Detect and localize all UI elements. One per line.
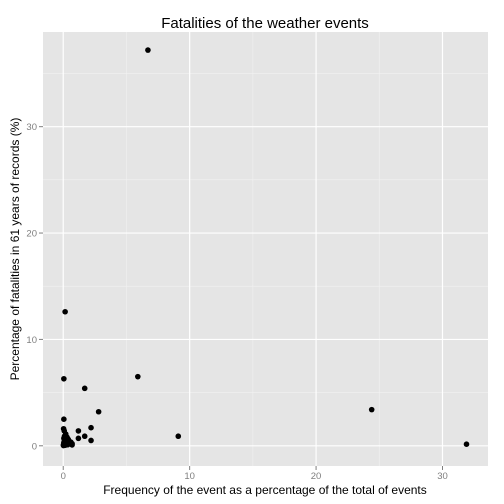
x-axis-label: Frequency of the event as a percentage o… xyxy=(103,483,427,497)
x-tick-label: 0 xyxy=(61,471,66,482)
data-point xyxy=(95,408,102,415)
data-point xyxy=(368,406,375,413)
axis-ticks: 0 10 20 30 0 10 20 30 xyxy=(26,122,447,482)
minor-gridlines xyxy=(43,32,488,466)
data-point xyxy=(69,442,75,448)
x-tick-label: 10 xyxy=(184,471,195,482)
x-tick-label: 20 xyxy=(311,471,322,482)
y-tick-label: 0 xyxy=(32,441,37,452)
data-point xyxy=(75,428,82,434)
data-point xyxy=(60,442,67,449)
y-tick-label: 10 xyxy=(26,335,37,346)
data-point xyxy=(88,437,94,444)
chart-title: Fatalities of the weather events xyxy=(161,15,369,32)
data-point xyxy=(145,47,151,53)
scatter-points xyxy=(60,47,470,449)
data-point xyxy=(463,441,470,447)
data-point xyxy=(135,373,141,380)
data-point xyxy=(75,435,82,442)
y-axis-label: Percentage of fatalities in 61 years of … xyxy=(8,118,22,381)
plot-panel xyxy=(43,32,488,466)
data-point xyxy=(81,433,88,440)
y-tick-label: 20 xyxy=(26,229,37,240)
data-point xyxy=(88,424,94,431)
x-tick-label: 30 xyxy=(437,471,448,482)
major-gridlines xyxy=(43,32,488,466)
data-point xyxy=(175,433,182,440)
y-tick-label: 30 xyxy=(26,122,37,133)
data-point xyxy=(61,416,67,422)
data-point xyxy=(61,375,67,382)
data-point xyxy=(81,385,88,392)
data-point xyxy=(62,308,68,315)
